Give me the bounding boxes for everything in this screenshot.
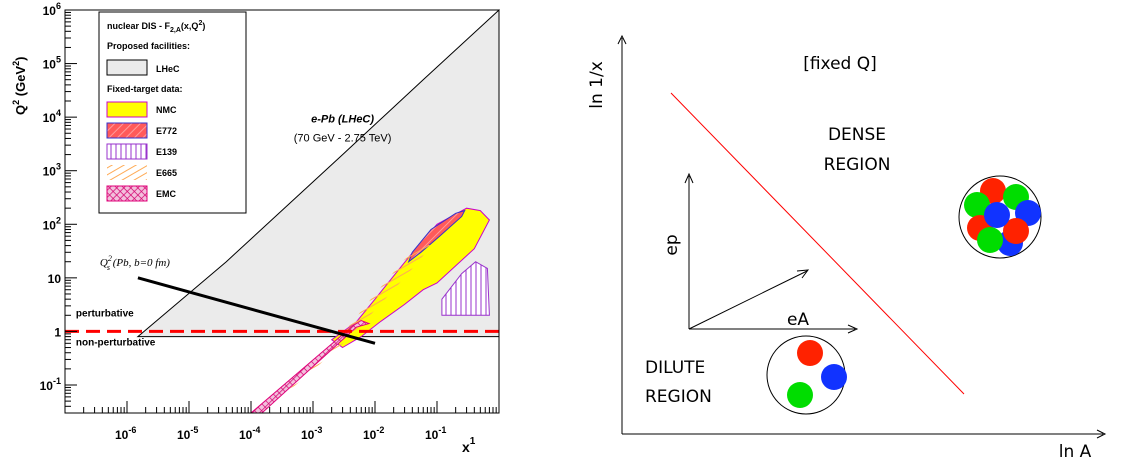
- nucleon: [984, 202, 1010, 228]
- y-tick-label: 10-1: [40, 376, 61, 393]
- regions-layer: [136, 8, 500, 414]
- y-tick-label: 106: [43, 1, 61, 18]
- legend-swatch-lhec: [106, 59, 148, 76]
- ep-label: ep: [662, 234, 682, 255]
- x-axis-title: x1: [462, 436, 476, 455]
- dilute-region-label-line1: DILUTE: [645, 358, 705, 378]
- y-tick-label: 1: [54, 325, 61, 339]
- plot-frame: [64, 9, 500, 414]
- nucleon: [787, 382, 813, 408]
- legend-label-emc: EMC: [156, 189, 177, 199]
- fixed-q-label: [fixed Q]: [803, 54, 877, 74]
- ep-arrow-head: [684, 172, 694, 184]
- x-tick-label: 10-4: [239, 425, 260, 442]
- y-tick-label: 103: [43, 162, 61, 179]
- lhec-energy-label: (70 GeV - 2.75 TeV): [294, 133, 392, 145]
- ea-label: eA: [787, 310, 809, 330]
- dense-region-label-line1: DENSE: [828, 125, 886, 145]
- legend-proposed-heading: Proposed facilities:: [107, 41, 190, 51]
- diagonal-arrow-head: [796, 269, 810, 279]
- non-perturbative-label: non-perturbative: [76, 337, 156, 348]
- x-tick-label: 10-1: [425, 425, 446, 442]
- right-panel: ln A ln 1/x [fixed Q] DENSE REGION DILUT…: [587, 34, 1107, 462]
- perturbative-label: perturbative: [76, 308, 134, 319]
- nucleon: [821, 364, 847, 390]
- diagram-x-axis-arrow: [1096, 429, 1107, 439]
- legend-label-e139: E139: [156, 147, 177, 157]
- diagram-y-axis-arrow: [617, 34, 627, 45]
- nucleon: [977, 227, 1003, 253]
- legend-swatch-e665: [107, 165, 147, 180]
- legend-swatch-nmc: [106, 101, 148, 118]
- region-e139: [441, 261, 490, 316]
- dilute-nucleus: [766, 335, 847, 415]
- nucleon: [797, 340, 823, 366]
- dilute-region-label-line2: REGION: [645, 387, 712, 407]
- x-tick-label: 10-5: [177, 425, 198, 442]
- y-tick-label: 102: [43, 215, 61, 232]
- diagonal-arrow: [688, 270, 808, 330]
- lhec-region-title: e-Pb (LHeC): [311, 113, 374, 125]
- legend-label-nmc: NMC: [156, 105, 177, 115]
- diagram-x-axis-label: ln A: [1059, 442, 1092, 462]
- x-tick-label: 10-6: [115, 425, 136, 442]
- ea-arrow-head: [847, 324, 859, 334]
- legend-swatch-e139: [106, 143, 148, 160]
- legend-swatch-e772: [106, 122, 148, 139]
- legend-title: nuclear DIS - F2,A(x,Q2): [107, 20, 205, 34]
- nucleon: [964, 192, 990, 218]
- saturation-line-label: Q2 s (Pb, b=0 fm): [100, 254, 170, 272]
- diagram-y-axis-label: ln 1/x: [587, 61, 607, 109]
- legend-label-e665: E665: [156, 168, 177, 178]
- saturation-scale-line: [137, 276, 376, 345]
- y-tick-label: 10: [48, 272, 62, 286]
- y-axis-title: Q2 (GeV2): [11, 57, 28, 115]
- y-tick-label: 104: [43, 108, 61, 125]
- x-tick-label: 10-3: [301, 425, 322, 442]
- region-e665: [251, 242, 431, 413]
- legend-fixed-heading: Fixed-target data:: [107, 84, 183, 94]
- legend: nuclear DIS - F2,A(x,Q2) Proposed facili…: [98, 11, 247, 214]
- dense-dilute-boundary: [670, 92, 965, 395]
- axis-ticks: 10-6 10-5 10-4 10-3 10-2 10-1 10-1 1 10 102 103 104…: [40, 1, 497, 442]
- legend-label-lhec: LHeC: [156, 64, 180, 74]
- left-panel: 10-6 10-5 10-4 10-3 10-2 10-1 10-1 1 10 102 103 104…: [11, 1, 500, 455]
- nucleon: [1003, 218, 1029, 244]
- x-tick-label: 10-2: [363, 425, 384, 442]
- legend-label-e772: E772: [156, 126, 177, 136]
- y-tick-label: 105: [43, 55, 61, 72]
- legend-swatch-emc: [106, 185, 148, 202]
- dense-nucleus: [958, 175, 1042, 259]
- dense-region-label-line2: REGION: [824, 155, 891, 175]
